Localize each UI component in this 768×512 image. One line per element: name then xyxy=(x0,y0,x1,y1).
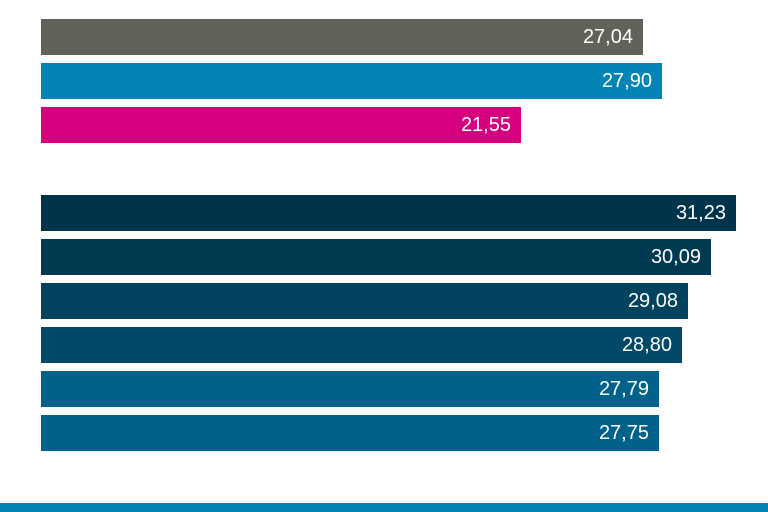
bar-value-label: 30,09 xyxy=(650,246,701,268)
bar-value-label: 27,04 xyxy=(582,26,633,48)
bar-group-0-item-0: 27,04 xyxy=(41,19,643,55)
bar-value-label: 28,80 xyxy=(621,334,672,356)
bar-value-label: 27,75 xyxy=(598,422,649,444)
bar-group-0-item-1: 27,90 xyxy=(41,63,662,99)
bar-group-1-item-3: 28,80 xyxy=(41,327,682,363)
bar-value-label: 27,79 xyxy=(598,378,649,400)
bottom-accent-stripe xyxy=(0,503,768,512)
bar-value-label: 29,08 xyxy=(627,290,678,312)
bar-group-1-item-1: 30,09 xyxy=(41,239,711,275)
bar-value-label: 27,90 xyxy=(601,70,652,92)
bar-value-label: 31,23 xyxy=(675,202,726,224)
bar-group-1-item-0: 31,23 xyxy=(41,195,736,231)
bar-group-1-item-2: 29,08 xyxy=(41,283,688,319)
bar-group-0-item-2: 21,55 xyxy=(41,107,521,143)
bar-group-1-item-4: 27,79 xyxy=(41,371,659,407)
bar-value-label: 21,55 xyxy=(460,114,511,136)
bar-group-1-item-5: 27,75 xyxy=(41,415,659,451)
